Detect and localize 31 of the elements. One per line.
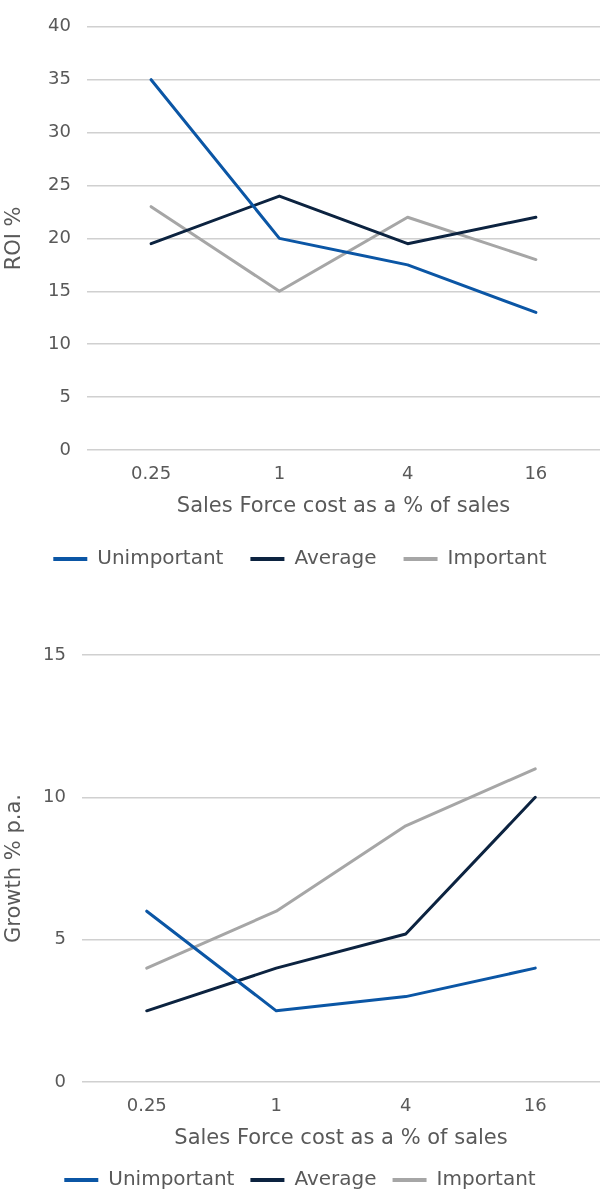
y-tick-label: 20 [48,226,71,248]
y-tick-label: 5 [54,927,66,949]
x-tick-label: 4 [400,1094,412,1116]
y-tick-label: 10 [43,785,66,807]
y-tick-label: 5 [59,384,71,406]
y-tick-label: 15 [43,642,66,664]
y-tick-label: 40 [48,14,71,36]
legend-label: Important [447,545,547,570]
y-axis-title: Growth % p.a. [1,794,26,943]
y-tick-label: 0 [59,437,71,459]
legend-label: Important [436,1166,536,1191]
x-axis-title: Sales Force cost as a % of sales [174,1124,508,1149]
x-tick-label: 4 [401,462,414,484]
y-tick-label: 10 [48,331,71,353]
x-tick-label: 16 [523,1094,547,1116]
y-tick-label: 0 [54,1069,66,1091]
x-tick-label: 1 [273,462,286,484]
x-tick-label: 0.25 [126,1094,167,1116]
legend-label: Average [294,1166,377,1191]
legend-label: Unimportant [108,1166,235,1191]
x-tick-label: 1 [270,1094,282,1116]
y-tick-label: 25 [48,173,71,195]
y-tick-label: 30 [48,120,71,142]
x-axis-title: Sales Force cost as a % of sales [176,492,511,517]
x-tick-label: 0.25 [131,462,172,484]
legend-label: Average [294,545,377,570]
y-tick-label: 15 [48,278,71,300]
x-tick-label: 16 [524,462,548,484]
y-tick-label: 35 [48,67,71,89]
legend-label: Unimportant [97,545,224,570]
y-axis-title: ROI % [1,206,26,271]
